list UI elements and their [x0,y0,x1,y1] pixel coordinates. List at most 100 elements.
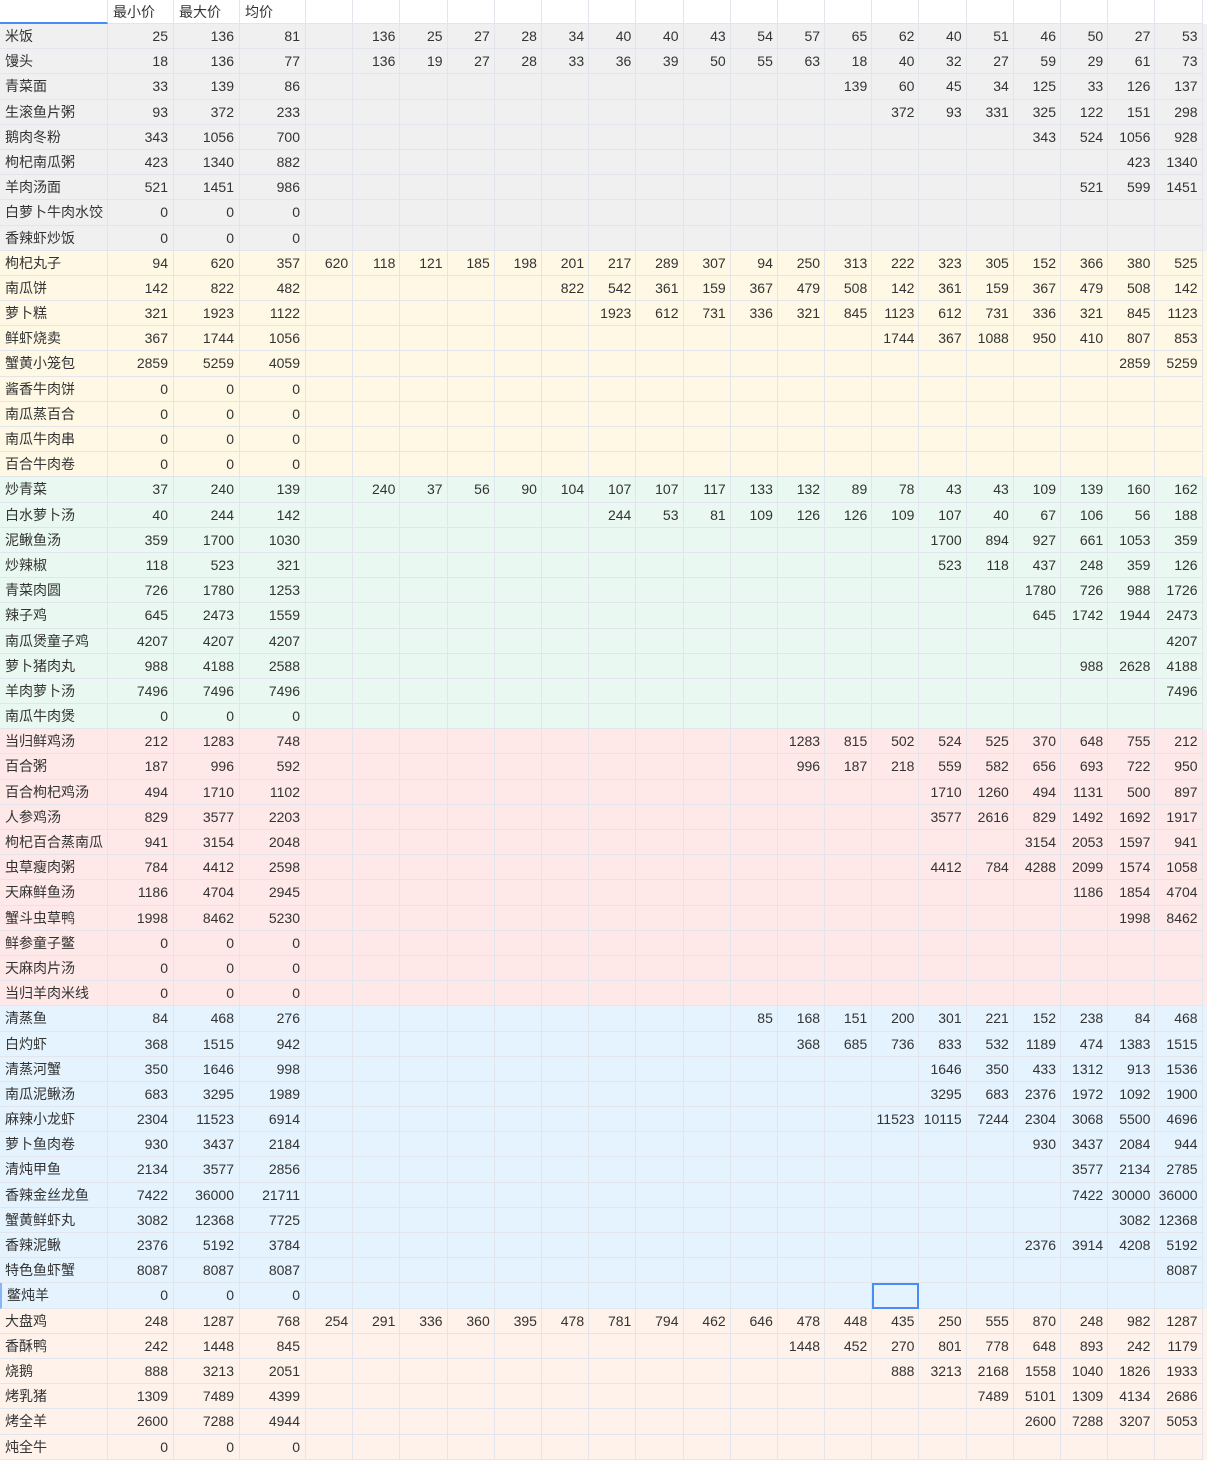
price-value-cell[interactable] [636,1258,684,1284]
price-value-cell[interactable]: 494 [1013,779,1061,805]
dish-name-cell[interactable]: 南瓜泥鳅汤 [0,1081,108,1108]
price-value-cell[interactable] [636,855,684,881]
price-value-cell[interactable] [306,477,354,503]
price-value-cell[interactable] [589,401,637,427]
dish-name-cell[interactable]: 鳖炖羊 [0,1283,108,1309]
price-value-cell[interactable]: 325 [1013,99,1061,125]
price-value-cell[interactable]: 612 [919,301,967,327]
price-value-cell[interactable]: 18 [825,49,873,75]
price-value-cell[interactable]: 104 [541,477,590,503]
price-value-cell[interactable] [353,603,401,629]
price-value-cell[interactable] [494,552,542,579]
price-value-cell[interactable] [730,1434,778,1460]
price-value-cell[interactable] [400,1333,448,1359]
price-value-cell[interactable] [541,981,590,1007]
price-value-cell[interactable] [353,955,401,982]
price-value-cell[interactable] [636,1384,684,1410]
price-value-cell[interactable] [494,880,542,906]
price-value-cell[interactable] [494,1358,542,1385]
price-value-cell[interactable]: 4134 [1108,1384,1156,1410]
price-value-cell[interactable]: 1451 [1155,175,1203,201]
price-value-cell[interactable] [353,1182,401,1208]
avg-price-cell[interactable]: 139 [240,477,306,503]
avg-price-cell[interactable]: 2048 [240,830,306,856]
price-value-cell[interactable] [919,578,967,604]
price-value-cell[interactable] [400,1031,448,1057]
price-value-cell[interactable]: 359 [1155,527,1203,553]
price-value-cell[interactable] [636,628,684,654]
dish-name-cell[interactable]: 特色鱼虾蟹 [0,1258,108,1284]
price-value-cell[interactable] [1108,628,1156,654]
price-value-cell[interactable] [541,301,590,327]
price-value-cell[interactable] [494,275,542,302]
price-value-cell[interactable]: 683 [966,1081,1014,1108]
price-value-cell[interactable] [353,1384,401,1410]
price-value-cell[interactable] [400,452,448,478]
price-value-cell[interactable] [306,754,354,780]
price-value-cell[interactable] [636,779,684,805]
price-value-cell[interactable] [494,225,542,251]
price-value-cell[interactable] [447,1056,495,1082]
avg-price-cell[interactable]: 2945 [240,880,306,906]
price-value-cell[interactable] [966,452,1014,478]
price-value-cell[interactable]: 996 [777,754,826,780]
price-value-cell[interactable]: 693 [1061,754,1109,780]
price-value-cell[interactable] [589,225,637,251]
price-value-cell[interactable] [966,905,1014,931]
price-value-cell[interactable]: 84 [1108,1006,1156,1032]
price-value-cell[interactable] [636,1358,684,1385]
price-value-cell[interactable] [1061,401,1109,427]
price-value-cell[interactable]: 2686 [1155,1384,1203,1410]
price-value-cell[interactable] [636,351,684,377]
price-value-cell[interactable] [400,880,448,906]
price-value-cell[interactable]: 55 [730,49,778,75]
price-value-cell[interactable]: 2859 [1108,351,1156,377]
price-value-cell[interactable]: 43 [919,477,967,503]
min-price-cell[interactable]: 7496 [108,678,174,705]
min-price-cell[interactable]: 343 [108,124,174,150]
price-value-cell[interactable] [1108,452,1156,478]
max-price-cell[interactable]: 523 [174,552,240,579]
price-value-cell[interactable] [306,1182,354,1208]
price-value-cell[interactable] [353,779,401,805]
dish-name-cell[interactable]: 天麻肉片汤 [0,955,108,982]
price-value-cell[interactable]: 25 [400,24,448,50]
price-value-cell[interactable]: 28 [494,49,542,75]
price-value-cell[interactable] [636,578,684,604]
price-value-cell[interactable]: 248 [1061,552,1109,579]
price-value-cell[interactable] [447,628,495,654]
price-value-cell[interactable] [1061,678,1109,705]
max-price-cell[interactable]: 7288 [174,1409,240,1435]
price-value-cell[interactable] [447,754,495,780]
price-value-cell[interactable]: 525 [966,729,1014,755]
price-value-cell[interactable] [730,1031,778,1057]
price-value-cell[interactable] [447,1258,495,1284]
price-value-cell[interactable] [683,704,731,730]
max-price-cell[interactable]: 12368 [174,1207,240,1233]
price-value-cell[interactable]: 240 [353,477,401,503]
min-price-cell[interactable]: 829 [108,804,174,830]
price-value-cell[interactable]: 468 [1155,1006,1203,1032]
max-price-cell[interactable]: 4412 [174,855,240,881]
avg-price-cell[interactable]: 1989 [240,1081,306,1108]
price-value-cell[interactable] [306,628,354,654]
avg-price-cell[interactable]: 482 [240,275,306,302]
price-value-cell[interactable] [589,527,637,553]
price-value-cell[interactable]: 90 [494,477,542,503]
price-value-cell[interactable] [1108,1258,1156,1284]
price-value-cell[interactable]: 2053 [1061,830,1109,856]
price-value-cell[interactable] [825,678,873,705]
price-value-cell[interactable] [353,1107,401,1133]
price-value-cell[interactable]: 117 [683,477,731,503]
price-value-cell[interactable] [919,1157,967,1183]
price-value-cell[interactable] [730,1132,778,1158]
max-price-cell[interactable]: 7489 [174,1384,240,1410]
price-value-cell[interactable] [636,678,684,705]
price-value-cell[interactable] [825,149,873,176]
price-value-cell[interactable] [1013,351,1061,377]
price-value-cell[interactable]: 3577 [1061,1157,1109,1183]
price-value-cell[interactable]: 198 [494,250,542,276]
price-value-cell[interactable] [636,74,684,100]
price-value-cell[interactable] [825,1358,873,1385]
